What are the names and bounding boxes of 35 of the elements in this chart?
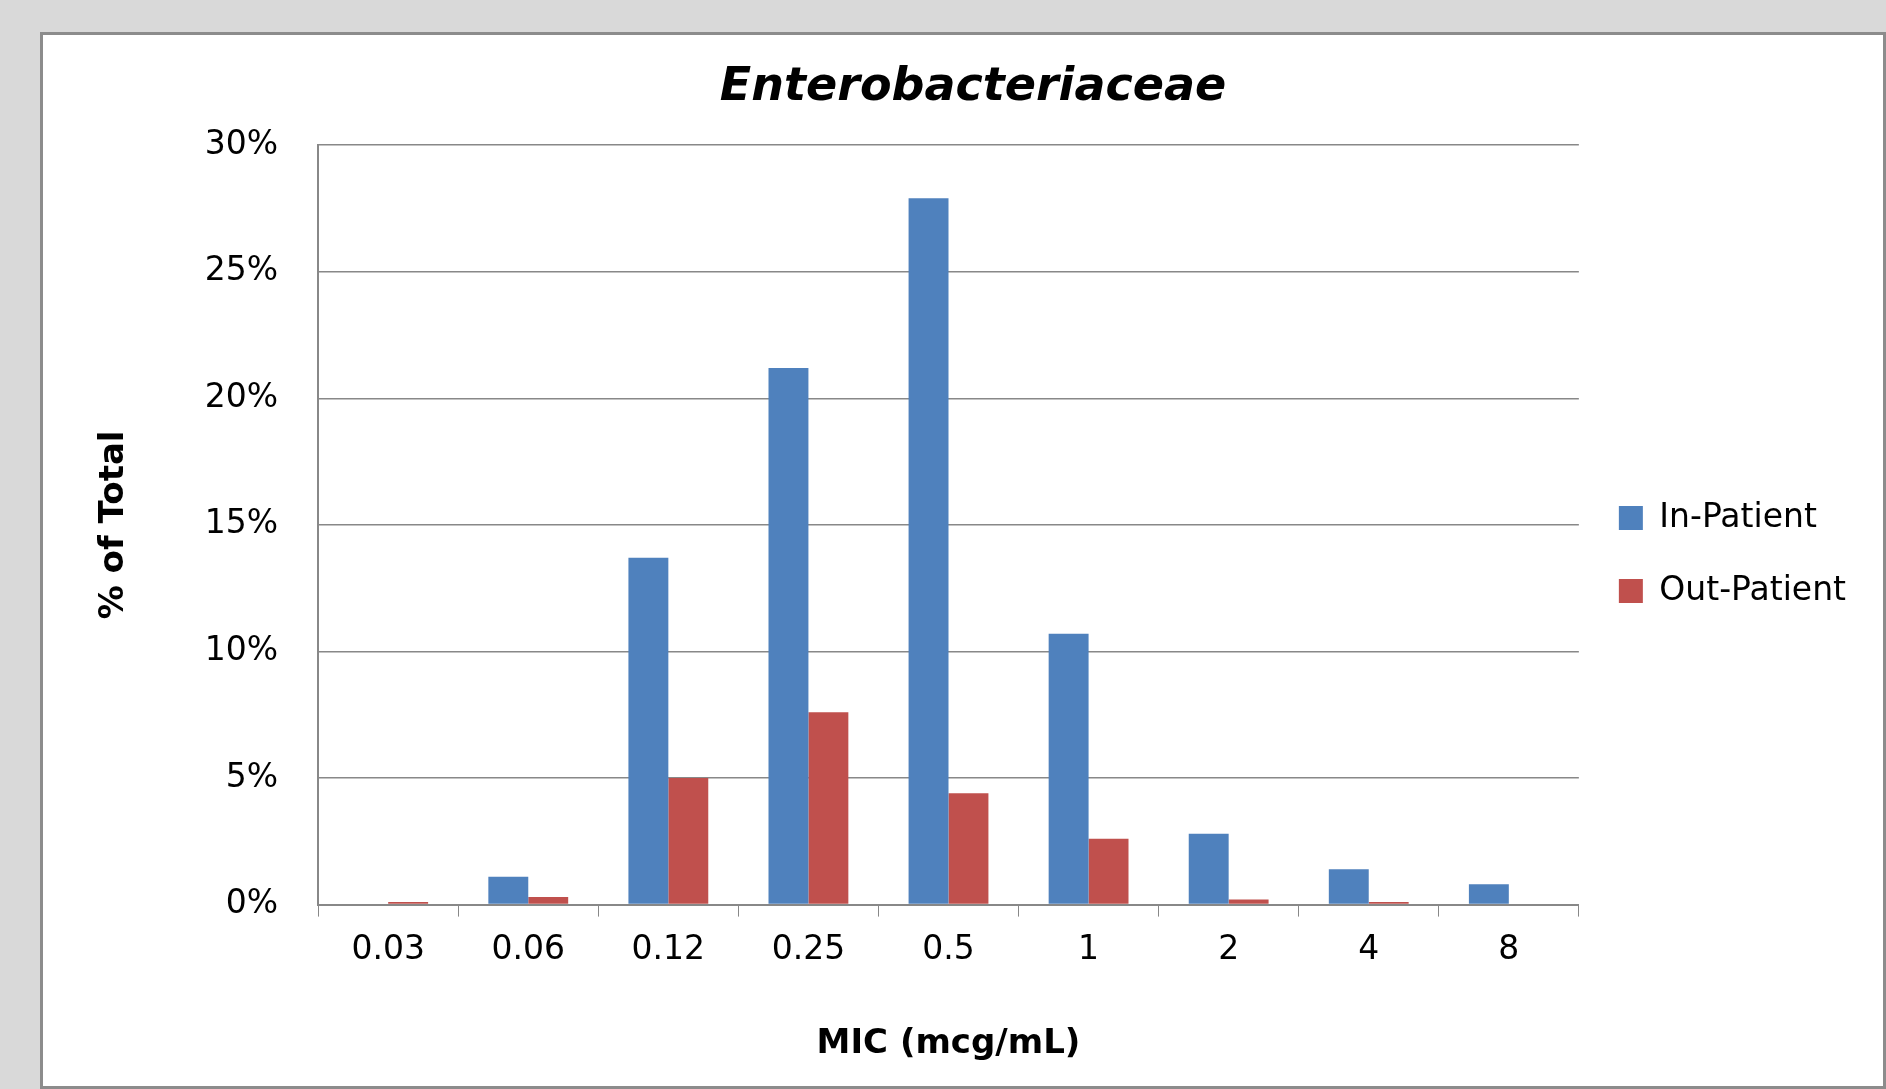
x-axis-title: MIC (mcg/mL) xyxy=(816,1021,1081,1062)
bar xyxy=(1088,838,1129,904)
legend-label: In-Patient xyxy=(1659,495,1817,535)
bar xyxy=(948,793,989,904)
bar xyxy=(488,876,529,904)
x-tick-label: 0.5 xyxy=(922,927,975,967)
bar xyxy=(528,897,569,904)
bar xyxy=(1048,633,1089,904)
bar xyxy=(628,557,669,904)
x-tick-label: 2 xyxy=(1218,927,1240,967)
x-tick-label: 8 xyxy=(1498,927,1520,967)
bar xyxy=(768,367,809,904)
x-tick-label: 0.12 xyxy=(631,927,706,967)
y-tick-label: 15% xyxy=(204,502,279,542)
x-tick-label: 1 xyxy=(1078,927,1100,967)
bar xyxy=(1228,899,1269,904)
y-tick-label: 10% xyxy=(204,629,279,669)
bar xyxy=(808,712,849,904)
chart-title: Enterobacteriaceae xyxy=(719,56,1227,111)
x-tick-label: 0.03 xyxy=(351,927,425,967)
y-tick-label: 30% xyxy=(204,122,279,162)
y-axis-title: % of Total xyxy=(91,430,132,620)
y-tick-label: 5% xyxy=(225,755,279,795)
legend-label: Out-Patient xyxy=(1659,568,1847,608)
x-tick-label: 0.06 xyxy=(491,927,566,967)
y-tick-label: 0% xyxy=(225,882,279,922)
bar xyxy=(1188,833,1229,904)
bar xyxy=(908,198,949,904)
y-tick-label: 20% xyxy=(204,375,279,415)
y-tick-label: 25% xyxy=(204,249,279,289)
x-tick-label: 4 xyxy=(1358,927,1380,967)
bar xyxy=(1328,869,1369,904)
bar xyxy=(668,778,709,904)
x-tick-label: 0.25 xyxy=(771,927,846,967)
bar xyxy=(1468,884,1509,904)
